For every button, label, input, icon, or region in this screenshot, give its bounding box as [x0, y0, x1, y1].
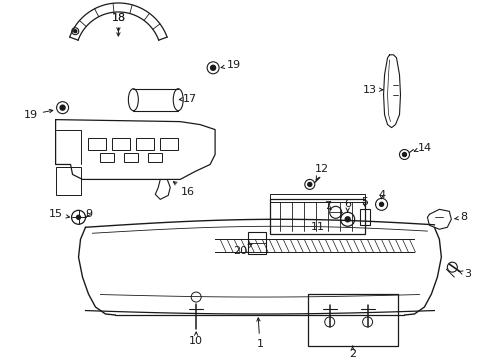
Circle shape: [307, 183, 311, 186]
Text: 19: 19: [23, 109, 53, 120]
Text: 4: 4: [377, 190, 385, 201]
Bar: [269, 199, 364, 234]
Text: 17: 17: [179, 94, 197, 104]
Circle shape: [60, 105, 65, 110]
Circle shape: [379, 202, 383, 206]
Text: 6: 6: [344, 199, 350, 212]
Bar: [307, 294, 397, 346]
Text: 8: 8: [454, 212, 467, 222]
Text: 16: 16: [173, 182, 195, 197]
Text: 9: 9: [85, 209, 92, 219]
Bar: [124, 153, 138, 162]
Circle shape: [345, 217, 349, 222]
Text: 5: 5: [360, 197, 367, 207]
Text: 12: 12: [314, 165, 328, 180]
Text: 13: 13: [362, 85, 382, 95]
Circle shape: [402, 153, 406, 157]
Text: 20: 20: [232, 244, 252, 256]
Bar: [56, 167, 81, 195]
Text: 11: 11: [310, 222, 324, 232]
Bar: [88, 138, 106, 149]
Circle shape: [210, 65, 215, 70]
Text: 7: 7: [324, 201, 330, 211]
Bar: [100, 153, 114, 162]
Bar: [269, 194, 364, 202]
Text: 3: 3: [457, 269, 470, 279]
Text: 15: 15: [48, 209, 69, 219]
Text: 18: 18: [111, 13, 125, 31]
Bar: [112, 138, 130, 149]
Circle shape: [77, 215, 81, 219]
Bar: [160, 138, 178, 149]
Bar: [247, 232, 265, 254]
Text: 14: 14: [413, 143, 430, 153]
Text: 18: 18: [111, 13, 125, 23]
Bar: [359, 209, 369, 225]
Bar: [136, 138, 154, 149]
Circle shape: [74, 30, 77, 33]
Text: 19: 19: [221, 60, 241, 70]
Text: 2: 2: [348, 346, 355, 359]
Bar: [148, 153, 162, 162]
Text: 1: 1: [256, 318, 263, 349]
Text: 10: 10: [189, 332, 203, 346]
